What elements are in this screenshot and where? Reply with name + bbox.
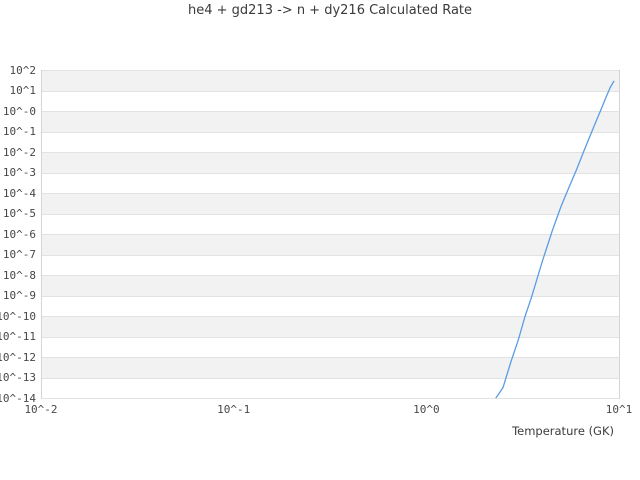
y-gridline — [41, 90, 619, 92]
y-gridline — [41, 111, 619, 112]
y-gridline — [41, 377, 619, 379]
y-gridline — [41, 131, 619, 133]
y-tick-label: 10^2 — [9, 63, 37, 77]
x-axis-title: Temperature (GK) — [512, 424, 614, 438]
x-tick-label: 10^0 — [413, 403, 440, 416]
y-tick-label: 10^-1 — [2, 125, 36, 138]
y-tick-label: 10^-8 — [2, 268, 36, 282]
y-tick-label: 10^-10 — [0, 309, 36, 323]
y-gridline — [41, 275, 619, 276]
decade-band — [41, 275, 619, 296]
series-calculated-rate — [495, 80, 615, 398]
y-gridline — [41, 295, 619, 297]
decade-band — [41, 111, 619, 132]
y-gridline — [41, 357, 619, 358]
y-tick-label: 10^-13 — [0, 371, 36, 384]
y-tick-label: 10^-7 — [2, 248, 36, 261]
y-tick-label: 10^-3 — [2, 166, 36, 179]
y-gridline — [41, 234, 619, 235]
y-gridline — [41, 398, 619, 399]
y-tick-label: 10^-0 — [2, 104, 36, 118]
y-gridline — [41, 172, 619, 174]
decade-band — [41, 70, 619, 91]
y-tick-label: 10^-4 — [2, 186, 36, 200]
y-tick-label: 10^-2 — [2, 145, 36, 159]
decade-band — [41, 234, 619, 255]
y-gridline — [41, 193, 619, 194]
decade-band — [41, 316, 619, 337]
right-spine — [619, 70, 620, 399]
y-tick-label: 10^-6 — [2, 227, 36, 241]
y-gridline — [41, 70, 619, 71]
decade-band — [41, 357, 619, 378]
x-tick-label: 10^1 — [605, 403, 633, 416]
chart-title: he4 + gd213 -> n + dy216 Calculated Rate — [187, 3, 473, 18]
y-tick-label: 10^-14 — [0, 391, 36, 405]
y-tick-label: 10^-9 — [2, 289, 36, 302]
y-tick-label: 10^-11 — [0, 330, 36, 343]
plot-area — [41, 70, 619, 399]
decade-band — [41, 152, 619, 173]
y-gridline — [41, 152, 619, 153]
y-tick-label: 10^-5 — [2, 207, 36, 220]
rate-curve — [495, 80, 615, 398]
y-gridline — [41, 316, 619, 317]
x-tick-label: 10^-1 — [217, 403, 251, 416]
decade-band — [41, 193, 619, 214]
y-gridline — [41, 254, 619, 256]
y-tick-label: 10^-12 — [0, 350, 36, 364]
y-tick-label: 10^1 — [9, 84, 37, 97]
y-gridline — [41, 213, 619, 215]
left-spine — [41, 70, 42, 399]
x-tick-label: 10^-2 — [24, 403, 58, 416]
y-gridline — [41, 336, 619, 338]
